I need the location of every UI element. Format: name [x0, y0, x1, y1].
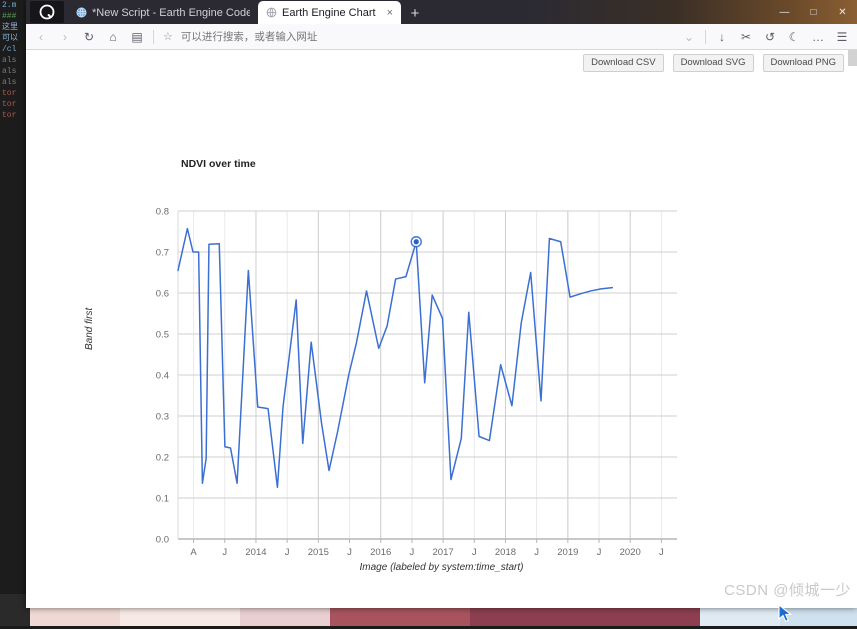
- menu-icon[interactable]: ☰: [836, 29, 848, 44]
- download-png-button[interactable]: Download PNG: [762, 54, 844, 73]
- bookmark-star-icon[interactable]: ☆: [163, 31, 173, 43]
- scrollbar-corner[interactable]: [848, 50, 857, 66]
- back-icon[interactable]: ‹: [39, 29, 43, 44]
- tab-earth-engine-chart[interactable]: Earth Engine Chart ×: [258, 1, 401, 24]
- y-axis-tick-label: 0.3: [156, 412, 169, 423]
- download-svg-button[interactable]: Download SVG: [672, 54, 754, 73]
- app-logo-icon: [30, 1, 64, 23]
- x-axis-tick-label: J: [534, 547, 539, 558]
- code-line: 这里: [2, 23, 18, 32]
- y-axis-tick-label: 0.6: [156, 289, 169, 300]
- code-line: 可以: [2, 34, 18, 43]
- y-axis-tick-label: 0.2: [156, 453, 169, 464]
- x-axis-tick-label: A: [190, 547, 197, 558]
- x-axis-tick-label: 2016: [370, 547, 391, 558]
- globe-icon: [266, 7, 277, 18]
- download-csv-button[interactable]: Download CSV: [583, 54, 664, 73]
- mouse-cursor: [778, 603, 794, 629]
- home-icon[interactable]: ⌂: [109, 29, 117, 44]
- x-axis-tick-label: J: [222, 547, 227, 558]
- browser-window: *New Script - Earth Engine Code E Earth …: [26, 0, 857, 608]
- browser-titlebar: *New Script - Earth Engine Code E Earth …: [26, 0, 857, 24]
- minimize-icon[interactable]: —: [779, 6, 790, 18]
- y-axis-tick-label: 0.5: [156, 330, 169, 341]
- chart-plot-area[interactable]: 0.0 0.1 0.2 0.3 0.4 0.5 0.6 0.7 0.8 A J 2014 J 2015 J 2…: [26, 50, 857, 608]
- more-icon[interactable]: …: [812, 29, 824, 44]
- window-close-icon[interactable]: ✕: [838, 6, 847, 18]
- history-icon[interactable]: ↺: [764, 29, 776, 44]
- tab-label: *New Script - Earth Engine Code E: [92, 6, 250, 19]
- code-line: 2.m: [2, 1, 17, 10]
- code-line: tor: [2, 100, 17, 109]
- code-line: /cl: [2, 45, 17, 54]
- earth-icon: [76, 7, 87, 18]
- code-line: als: [2, 56, 17, 65]
- window-controls: — □ ✕: [770, 0, 857, 24]
- forward-icon[interactable]: ›: [63, 29, 67, 44]
- code-line: tor: [2, 89, 17, 98]
- x-axis-tick-label: 2015: [308, 547, 329, 558]
- chart-title: NDVI over time: [181, 158, 256, 170]
- night-mode-icon[interactable]: ☾: [788, 29, 800, 44]
- tab-label: Earth Engine Chart: [282, 6, 376, 19]
- x-axis-title: Image (labeled by system:time_start): [359, 562, 524, 573]
- x-axis-tick-label: 2019: [557, 547, 578, 558]
- y-axis-tick-label: 0.4: [156, 371, 169, 382]
- navigation-toolbar: ‹ › ↻ ⌂ ▤ ☆ ⌄ ↓ ✂ ↺ ☾ … ☰: [26, 24, 857, 50]
- code-line: als: [2, 78, 17, 87]
- code-line: ###: [2, 12, 17, 21]
- url-input[interactable]: [178, 29, 672, 44]
- new-tab-button[interactable]: +: [410, 4, 420, 22]
- titlebar-background: [26, 0, 857, 24]
- x-axis-tick-label: 2017: [433, 547, 454, 558]
- reload-icon[interactable]: ↻: [83, 29, 95, 44]
- toolbar-divider: [153, 29, 154, 44]
- watermark: CSDN @倾城一少: [724, 582, 851, 599]
- cut-icon[interactable]: ✂: [740, 29, 752, 44]
- download-icon[interactable]: ↓: [719, 29, 725, 44]
- reader-view-icon[interactable]: ▤: [131, 29, 143, 44]
- close-icon[interactable]: ×: [386, 6, 393, 19]
- x-axis-tick-label: 2018: [495, 547, 516, 558]
- x-axis-tick-label: J: [597, 547, 602, 558]
- x-axis-tick-label: J: [285, 547, 290, 558]
- x-axis-tick-label: J: [472, 547, 477, 558]
- x-axis-tick-label: J: [659, 547, 664, 558]
- page-content: Download CSV Download SVG Download PNG N…: [26, 50, 857, 608]
- y-axis-tick-label: 0.7: [156, 248, 169, 259]
- code-line: tor: [2, 111, 17, 120]
- address-bar[interactable]: ☆: [159, 27, 676, 47]
- ndvi-chart: NDVI over time Band first Image (labeled…: [26, 50, 857, 608]
- chevron-down-icon[interactable]: ⌄: [683, 29, 695, 44]
- y-axis-tick-label: 0.0: [156, 535, 169, 546]
- tab-strip: *New Script - Earth Engine Code E Earth …: [68, 0, 427, 24]
- download-button-row: Download CSV Download SVG Download PNG: [583, 54, 844, 73]
- code-line: als: [2, 67, 17, 76]
- x-axis-tick-label: 2020: [620, 547, 641, 558]
- highlighted-data-point[interactable]: [413, 239, 419, 245]
- x-axis-tick-label: J: [410, 547, 415, 558]
- tab-new-script[interactable]: *New Script - Earth Engine Code E: [68, 1, 258, 24]
- x-axis-tick-label: 2014: [245, 547, 266, 558]
- y-axis-tick-label: 0.1: [156, 494, 169, 505]
- toolbar-divider: [705, 29, 706, 44]
- data-series-line[interactable]: [177, 227, 614, 489]
- maximize-icon[interactable]: □: [810, 6, 817, 18]
- y-axis-tick-label: 0.8: [156, 207, 169, 218]
- x-axis-tick-label: J: [347, 547, 352, 558]
